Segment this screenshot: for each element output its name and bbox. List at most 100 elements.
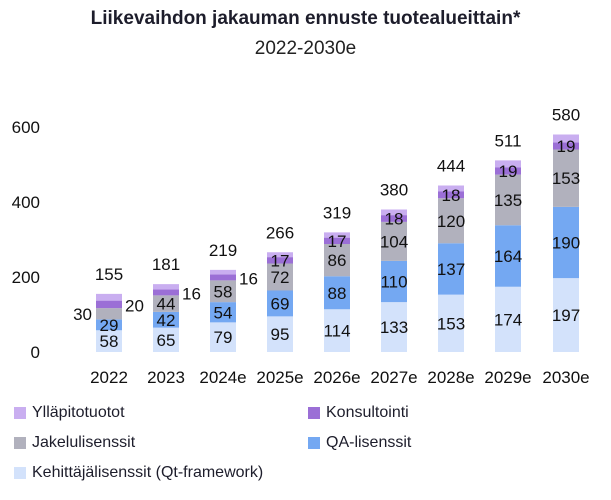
legend-swatch-icon bbox=[14, 467, 26, 479]
bar-segment bbox=[153, 289, 179, 296]
bar-segment bbox=[210, 302, 236, 323]
y-tick-label: 200 bbox=[12, 268, 40, 287]
data-label: 17 bbox=[328, 232, 347, 251]
legend-item-jakelulisenssit: Jakelulisenssit bbox=[14, 434, 135, 452]
chart-legend: Ylläpitotuotot Konsultointi Jakelulisens… bbox=[14, 404, 604, 496]
data-label: 19 bbox=[557, 137, 576, 156]
legend-swatch-icon bbox=[308, 437, 320, 449]
data-label: 65 bbox=[157, 331, 176, 350]
data-label: 44 bbox=[157, 295, 176, 314]
x-tick-label: 2026e bbox=[313, 368, 360, 387]
bar-segment bbox=[438, 294, 464, 352]
bar-segment bbox=[381, 221, 407, 261]
total-label: 319 bbox=[323, 203, 351, 222]
legend-label: Jakelulisenssit bbox=[32, 434, 136, 451]
data-label: 54 bbox=[214, 303, 233, 322]
data-label: 95 bbox=[271, 325, 290, 344]
data-label: 79 bbox=[214, 328, 233, 347]
data-label: 190 bbox=[552, 234, 580, 253]
data-label: 19 bbox=[499, 162, 518, 181]
bar-segment bbox=[267, 263, 293, 291]
x-tick-label: 2022 bbox=[90, 368, 128, 387]
data-label: 120 bbox=[437, 212, 465, 231]
legend-item-konsultointi: Konsultointi bbox=[308, 404, 409, 422]
bar-segment bbox=[381, 215, 407, 222]
legend-swatch-icon bbox=[14, 437, 26, 449]
bar-segment bbox=[96, 319, 122, 331]
bar-segment bbox=[381, 209, 407, 216]
data-label: 164 bbox=[494, 247, 522, 266]
legend-label: Kehittäjälisenssit (Qt-framework) bbox=[32, 464, 264, 481]
bar-segment bbox=[267, 316, 293, 352]
bar-segment bbox=[438, 243, 464, 295]
total-label: 580 bbox=[552, 106, 580, 125]
data-label: 114 bbox=[323, 322, 350, 341]
stacked-bar-chart: 0 200 400 600 2022 155 2023 181 2024e 219 2025e 266… bbox=[12, 106, 590, 388]
bar-segment bbox=[324, 237, 350, 244]
y-tick-label: 400 bbox=[12, 193, 40, 212]
data-label: 86 bbox=[328, 251, 347, 270]
bar-segment bbox=[210, 269, 236, 275]
bar-segment bbox=[153, 295, 179, 312]
bar-segment bbox=[96, 300, 122, 309]
bar-segment bbox=[153, 311, 179, 328]
bar-segment bbox=[324, 309, 350, 352]
bar-segment bbox=[267, 252, 293, 258]
total-label: 511 bbox=[494, 131, 521, 150]
data-label: 17 bbox=[271, 251, 290, 270]
bar-segment bbox=[495, 225, 521, 287]
data-label: 16 bbox=[182, 284, 201, 303]
bar-segment bbox=[553, 142, 579, 150]
x-tick-label: 2023 bbox=[147, 368, 185, 387]
data-label: 72 bbox=[271, 268, 290, 287]
data-label: 29 bbox=[100, 316, 119, 335]
bar-segment bbox=[553, 134, 579, 143]
total-label: 266 bbox=[266, 223, 294, 242]
bar-segment bbox=[324, 276, 350, 310]
y-tick-label: 0 bbox=[31, 343, 40, 362]
x-tick-label: 2024e bbox=[199, 368, 246, 387]
bar-segment bbox=[495, 160, 521, 168]
data-label: 42 bbox=[157, 311, 176, 330]
bar-segment bbox=[96, 308, 122, 320]
data-label: 137 bbox=[437, 260, 465, 279]
bar-segment bbox=[210, 280, 236, 303]
legend-item-qa-lisenssit: QA-lisenssit bbox=[308, 434, 411, 452]
data-label: 153 bbox=[552, 169, 580, 188]
bar-segment bbox=[438, 191, 464, 199]
data-label: 18 bbox=[385, 210, 404, 229]
chart-subtitle: 2022-2030e bbox=[254, 38, 357, 59]
bar-segment bbox=[96, 293, 122, 301]
data-label: 133 bbox=[380, 318, 408, 337]
total-label: 155 bbox=[95, 265, 123, 284]
bar-segment bbox=[210, 274, 236, 281]
data-label: 153 bbox=[437, 314, 465, 333]
data-label: 174 bbox=[494, 310, 522, 329]
y-tick-label: 600 bbox=[12, 118, 40, 137]
bar-segment bbox=[438, 198, 464, 244]
bar-segment bbox=[553, 278, 579, 352]
total-label: 219 bbox=[209, 241, 237, 260]
data-label: 58 bbox=[214, 282, 233, 301]
bar-segment bbox=[267, 290, 293, 317]
legend-swatch-icon bbox=[14, 407, 26, 419]
data-label: 135 bbox=[494, 191, 522, 210]
bar-segment bbox=[495, 174, 521, 226]
bar-segment bbox=[381, 260, 407, 303]
bar-segment bbox=[495, 286, 521, 352]
data-label: 69 bbox=[271, 294, 290, 313]
data-label: 58 bbox=[100, 332, 119, 351]
bar-segment bbox=[438, 185, 464, 192]
bar-segment bbox=[153, 327, 179, 352]
total-label: 181 bbox=[152, 255, 180, 274]
legend-swatch-icon bbox=[308, 407, 320, 419]
legend-label: Ylläpitotuotot bbox=[32, 404, 125, 421]
data-label: 197 bbox=[552, 306, 580, 325]
data-label: 104 bbox=[380, 232, 408, 251]
legend-label: QA-lisenssit bbox=[326, 434, 412, 451]
total-label: 380 bbox=[380, 181, 408, 200]
data-label: 110 bbox=[380, 273, 407, 292]
legend-item-yllapitotuotot: Ylläpitotuotot bbox=[14, 404, 125, 422]
data-label: 18 bbox=[442, 186, 461, 205]
x-tick-label: 2025e bbox=[256, 368, 303, 387]
